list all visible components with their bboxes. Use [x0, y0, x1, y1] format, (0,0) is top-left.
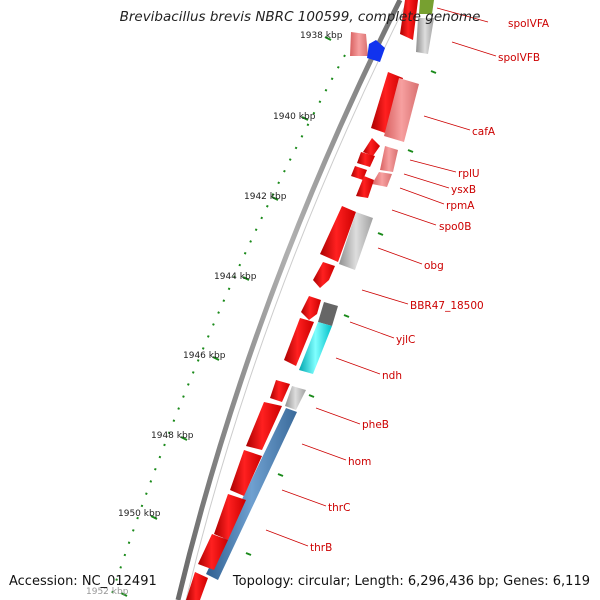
- gene-bottom-red: [186, 572, 208, 600]
- gene-label: spo0B: [439, 221, 471, 233]
- gene-thrB-red: [198, 534, 228, 570]
- gene-label: BBR47_18500: [410, 300, 484, 312]
- gene-spoIVFA: [400, 0, 418, 40]
- outer-ticks: [245, 70, 437, 556]
- map-title: Brevibacillus brevis NBRC 100599, comple…: [119, 9, 481, 25]
- gene-ndh: [299, 322, 332, 374]
- scale-ticks: [120, 36, 332, 597]
- gene-label: pheB: [362, 419, 389, 431]
- genome-backbone-inner: [185, 0, 409, 600]
- gene-rplU: [380, 146, 398, 172]
- gene-label: hom: [348, 456, 371, 468]
- gene-cafA: [384, 78, 419, 142]
- scale-label: 1940 kbp: [273, 112, 316, 122]
- gene-label: yjlC: [396, 334, 415, 346]
- gene-blue-top: [367, 40, 385, 62]
- scale-label: 1944 kbp: [214, 272, 257, 282]
- gene-label: thrC: [328, 502, 350, 514]
- gene-ysxB: [372, 172, 392, 187]
- scale-label: 1946 kbp: [183, 351, 226, 361]
- scale-label: 1942 kbp: [244, 192, 287, 202]
- scale-label: 1938 kbp: [300, 31, 343, 41]
- gene-yjlC: [318, 302, 338, 326]
- gene-features: [186, 0, 434, 600]
- gene-label: cafA: [472, 126, 496, 138]
- gene-label: rplU: [458, 168, 480, 180]
- gene-pheB-red: [270, 380, 290, 402]
- gene-pink-top: [350, 32, 368, 56]
- scale-label: 1952 kbp: [86, 587, 129, 597]
- genome-backbone: [175, 0, 403, 600]
- accession-label: Accession: NC_012491: [9, 574, 157, 589]
- gene-rpmA: [356, 176, 374, 198]
- scale-label: 1950 kbp: [118, 509, 161, 519]
- gene-BBR47-red: [301, 296, 321, 320]
- gene-obg: [313, 262, 335, 288]
- gene-label: rpmA: [446, 200, 475, 212]
- gene-spo0B-red: [320, 206, 356, 262]
- gene-cafA-red: [371, 72, 403, 134]
- gene-thrC-red2: [214, 494, 246, 540]
- gene-small-1: [363, 138, 380, 156]
- scale-ring: [109, 54, 346, 600]
- gene-label: spoIVFA: [508, 18, 550, 30]
- gene-label: thrB: [310, 542, 332, 554]
- scale-label: 1948 kbp: [151, 431, 194, 441]
- gene-small-2: [357, 152, 375, 167]
- gene-small-3: [351, 166, 367, 180]
- gene-label: spoIVFB: [498, 52, 540, 64]
- label-leaders: [265, 7, 497, 547]
- gene-spo0B: [339, 212, 373, 270]
- gene-ndh-red: [284, 318, 314, 366]
- gene-olive: [419, 0, 434, 14]
- gene-thrC-red: [230, 450, 262, 496]
- gene-pheB: [285, 386, 306, 410]
- gene-label: ysxB: [451, 184, 476, 196]
- gene-hom-red: [246, 402, 282, 450]
- gene-label: obg: [424, 260, 444, 272]
- gene-label: ndh: [382, 370, 402, 382]
- gene-spoIVFB: [416, 18, 434, 54]
- topology-summary: Topology: circular; Length: 6,296,436 bp…: [232, 574, 590, 589]
